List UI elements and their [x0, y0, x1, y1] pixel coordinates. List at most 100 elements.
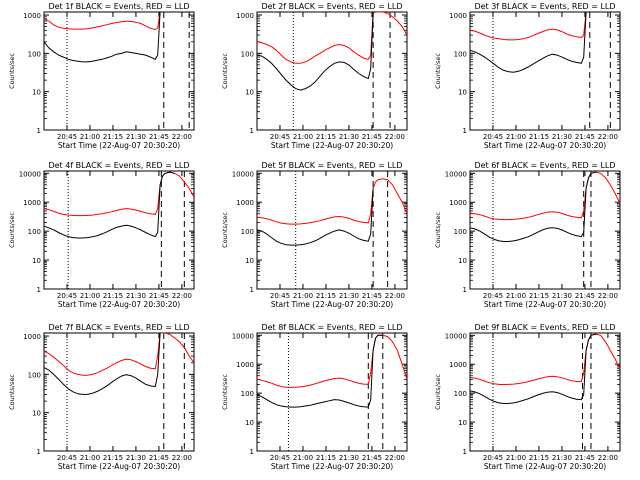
- y-tick-label: 1000: [449, 199, 467, 207]
- x-tick-label: 21:45: [575, 454, 595, 462]
- x-axis-title: Start Time (22-Aug-07 20:30:20): [271, 141, 393, 150]
- x-tick-label: 21:30: [339, 454, 359, 462]
- x-tick-label: 21:15: [529, 292, 549, 300]
- plot-frame: [43, 170, 195, 290]
- y-axis-title: Counts/sec: [8, 374, 16, 410]
- events-series-line: [257, 188, 374, 246]
- panel-title: Det 9f BLACK = Events, RED = LLD: [474, 323, 615, 332]
- x-tick-label: 21:00: [293, 454, 313, 462]
- x-tick-label: 20:45: [483, 454, 503, 462]
- x-tick-label: 21:45: [362, 133, 382, 141]
- events-series-line: [44, 333, 161, 395]
- y-tick-label: 1: [463, 127, 467, 135]
- y-axis-title: Counts/sec: [8, 212, 16, 248]
- y-tick-label: 10000: [232, 170, 254, 178]
- x-tick-label: 22:00: [385, 133, 405, 141]
- x-tick-label: 20:45: [57, 133, 77, 141]
- x-tick-label: 21:45: [575, 292, 595, 300]
- x-axis-title: Start Time (22-Aug-07 20:30:20): [271, 300, 393, 309]
- y-tick-label: 1: [37, 448, 41, 456]
- y-tick-label: 1: [463, 286, 467, 294]
- x-axis-title: Start Time (22-Aug-07 20:30:20): [484, 462, 606, 471]
- x-tick-label: 22:00: [598, 133, 618, 141]
- events-series-line: [257, 13, 374, 91]
- x-tick-label: 21:45: [149, 133, 169, 141]
- x-axis-title: Start Time (22-Aug-07 20:30:20): [58, 300, 180, 309]
- x-tick-label: 20:45: [270, 133, 290, 141]
- panel-title: Det 1f BLACK = Events, RED = LLD: [48, 2, 189, 11]
- x-tick-label: 22:00: [172, 133, 192, 141]
- x-tick-label: 21:30: [552, 454, 572, 462]
- x-tick-label: 21:15: [103, 292, 123, 300]
- x-axis-title: Start Time (22-Aug-07 20:30:20): [484, 141, 606, 150]
- x-tick-label: 21:00: [293, 133, 313, 141]
- x-tick-label: 21:30: [552, 133, 572, 141]
- x-tick-label: 20:45: [270, 292, 290, 300]
- y-axis-title: Counts/sec: [434, 374, 442, 410]
- y-tick-label: 10: [32, 89, 41, 97]
- y-tick-label: 10: [32, 410, 41, 418]
- events-series-line: [470, 12, 587, 73]
- y-tick-label: 1: [37, 286, 41, 294]
- panel-title: Det 6f BLACK = Events, RED = LLD: [474, 161, 615, 170]
- x-axis-title: Start Time (22-Aug-07 20:30:20): [271, 462, 393, 471]
- y-tick-label: 100: [28, 50, 41, 58]
- y-tick-label: 10: [245, 419, 254, 427]
- x-tick-label: 21:30: [126, 454, 146, 462]
- y-tick-label: 1000: [23, 199, 41, 207]
- x-tick-label: 20:45: [57, 292, 77, 300]
- y-tick-label: 10000: [445, 170, 467, 178]
- panel-3: Det 3f BLACK = Events, RED = LLD 1 10 100 10…: [434, 2, 621, 150]
- panel-2: Det 2f BLACK = Events, RED = LLD 1 10 100 10…: [221, 2, 408, 150]
- y-tick-label: 10000: [445, 332, 467, 340]
- x-tick-label: 21:00: [80, 133, 100, 141]
- y-tick-label: 10: [245, 89, 254, 97]
- x-tick-label: 21:00: [506, 292, 526, 300]
- x-tick-label: 21:15: [103, 454, 123, 462]
- x-tick-label: 22:00: [385, 454, 405, 462]
- panel-title: Det 5f BLACK = Events, RED = LLD: [261, 161, 402, 170]
- y-tick-label: 10: [458, 419, 467, 427]
- x-tick-label: 20:45: [270, 454, 290, 462]
- x-tick-label: 21:30: [126, 133, 146, 141]
- plot-frame: [469, 332, 621, 452]
- x-tick-label: 22:00: [172, 454, 192, 462]
- x-tick-label: 21:15: [316, 133, 336, 141]
- y-tick-label: 1000: [23, 333, 41, 341]
- plot-frame: [469, 170, 621, 290]
- x-tick-label: 21:15: [103, 133, 123, 141]
- y-tick-label: 100: [241, 50, 254, 58]
- y-tick-label: 10000: [232, 332, 254, 340]
- y-tick-label: 1: [250, 448, 254, 456]
- x-tick-label: 21:45: [575, 133, 595, 141]
- events-series-line: [470, 171, 596, 242]
- y-axis-title: Counts/sec: [434, 53, 442, 89]
- y-tick-label: 1000: [236, 12, 254, 20]
- y-tick-label: 1000: [23, 12, 41, 20]
- panel-title: Det 8f BLACK = Events, RED = LLD: [261, 323, 402, 332]
- y-tick-label: 1: [463, 448, 467, 456]
- plot-frame: [43, 332, 195, 452]
- y-tick-label: 10: [458, 257, 467, 265]
- x-tick-label: 22:00: [598, 454, 618, 462]
- x-tick-label: 21:45: [362, 454, 382, 462]
- events-series-line: [257, 334, 383, 408]
- y-axis-title: Counts/sec: [221, 53, 229, 89]
- panel-7: Det 7f BLACK = Events, RED = LLD 1 10 100 10…: [8, 323, 195, 471]
- panel-8: Det 8f BLACK = Events, RED = LLD 1 10 100 10…: [221, 323, 408, 471]
- panel-4: Det 4f BLACK = Events, RED = LLD 1 10 100 10…: [8, 161, 195, 309]
- x-tick-label: 20:45: [483, 292, 503, 300]
- x-tick-label: 21:00: [506, 454, 526, 462]
- plot-frame: [469, 11, 621, 131]
- y-tick-label: 10: [32, 257, 41, 265]
- y-tick-label: 100: [241, 228, 254, 236]
- x-tick-label: 21:00: [80, 292, 100, 300]
- x-tick-label: 21:15: [316, 454, 336, 462]
- x-axis-title: Start Time (22-Aug-07 20:30:20): [484, 300, 606, 309]
- plot-frame: [256, 332, 408, 452]
- y-tick-label: 1: [250, 286, 254, 294]
- y-tick-label: 10: [458, 89, 467, 97]
- x-tick-label: 20:45: [57, 454, 77, 462]
